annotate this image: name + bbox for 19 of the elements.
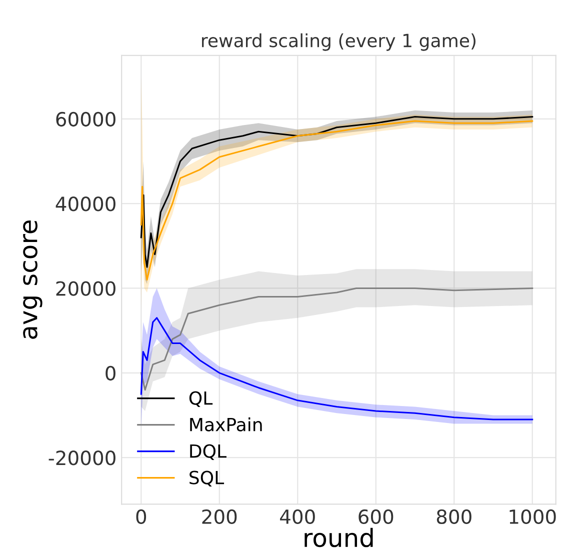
y-tick-label: -20000 (48, 450, 116, 466)
legend-label: DQL (190, 444, 226, 460)
y-axis-title: avg score (23, 220, 42, 339)
x-tick-label: 400 (280, 509, 315, 524)
x-tick-label: 0 (136, 509, 146, 524)
line-series (140, 287, 534, 391)
x-tick-label: 600 (358, 509, 394, 524)
y-tick-label: 40000 (56, 196, 116, 212)
chart-title: reward scaling (every 1 game) (202, 33, 476, 51)
y-tick-label: 20000 (56, 281, 116, 296)
y-tick-label: 60000 (56, 112, 116, 127)
legend-label: MaxPain (190, 417, 262, 432)
x-tick-label: 800 (436, 509, 472, 524)
x-tick-label: 1000 (510, 509, 556, 524)
x-tick-label: 200 (202, 509, 237, 524)
x-axis-title: round (304, 528, 373, 548)
y-tick-label: 0 (106, 366, 116, 381)
legend-label: QL (189, 391, 213, 407)
legend-label: SQL (190, 470, 224, 486)
